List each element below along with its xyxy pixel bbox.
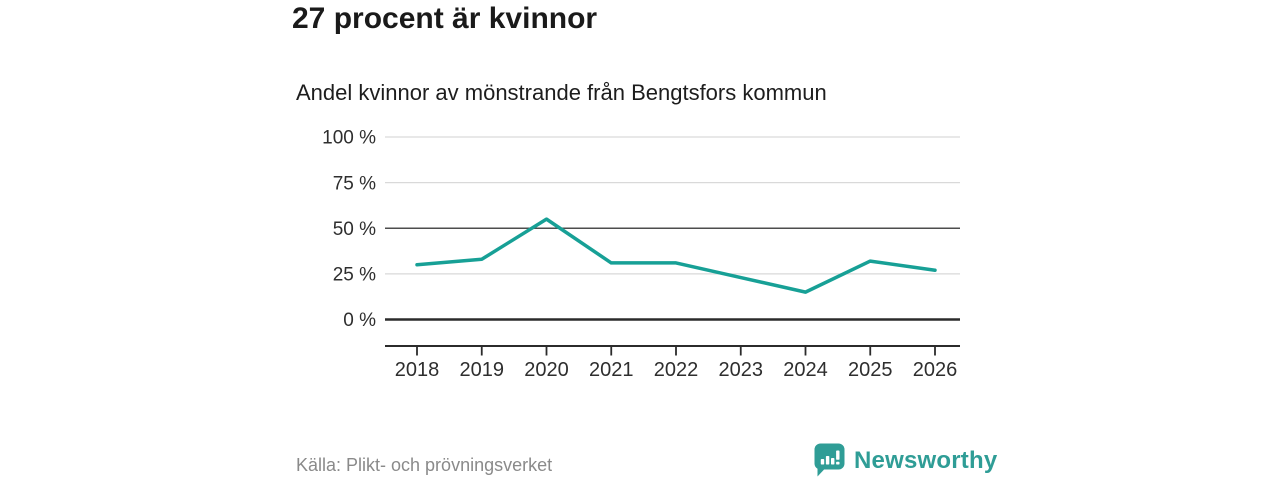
x-tick-label-2023: 2023 [719, 359, 764, 381]
y-tick-label: 100 % [322, 128, 376, 149]
x-tick-label-2021: 2021 [589, 359, 634, 381]
x-tick-label-2026: 2026 [913, 359, 958, 381]
x-tick-label-2022: 2022 [654, 359, 699, 381]
newsworthy-wordmark: Newsworthy [854, 447, 998, 474]
x-tick-label-2025: 2025 [848, 359, 893, 381]
chart-headline: 27 procent är kvinnor [292, 2, 598, 35]
newsworthy-logo-icon [814, 443, 845, 477]
chart-subtitle: Andel kvinnor av mönstrande från Bengtsf… [296, 80, 827, 105]
x-tick-label-2018: 2018 [395, 359, 440, 381]
y-tick-label: 75 % [333, 173, 376, 194]
source-attribution: Källa: Plikt- och prövningsverket [296, 455, 553, 475]
x-tick-label-2020: 2020 [524, 359, 569, 381]
x-tick-label-2024: 2024 [783, 359, 828, 381]
newsworthy-logo: Newsworthy [814, 443, 997, 479]
y-tick-label: 50 % [333, 219, 376, 240]
x-tick-label-2019: 2019 [460, 359, 505, 381]
y-tick-label: 0 % [343, 310, 376, 331]
y-tick-label: 25 % [333, 265, 376, 286]
data-line-Andel kvinnor av mönstrande (%) [415, 217, 937, 294]
